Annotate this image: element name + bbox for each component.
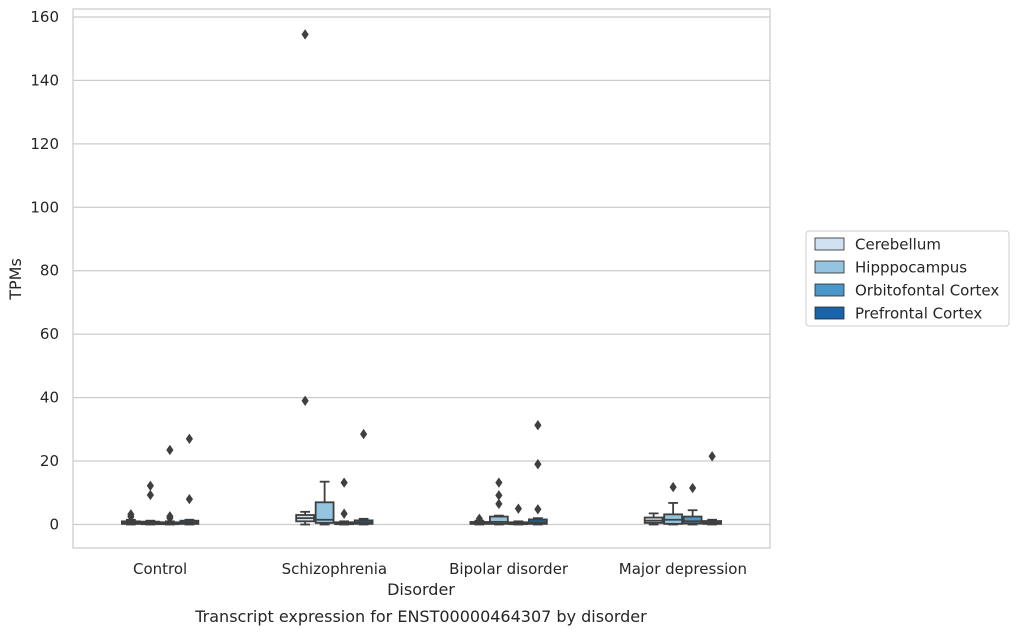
outlier-point — [185, 433, 193, 445]
y-tick-label: 60 — [40, 325, 59, 343]
x-axis-label: Disorder — [387, 580, 455, 599]
legend-swatch — [814, 306, 845, 320]
outlier-point — [708, 451, 716, 462]
legend: Cerebellum Hipppocampus Orbitofontal Corte… — [805, 230, 1010, 327]
box-hipppocampus — [663, 481, 683, 526]
box-body — [314, 501, 335, 524]
box-hipppocampus — [314, 480, 335, 526]
box-orbitofontal-cortex — [334, 477, 354, 526]
x-tick-label: Major depression — [619, 560, 747, 578]
legend-label: Hipppocampus — [855, 259, 967, 277]
outlier-point — [360, 428, 368, 440]
chart-title: Transcript expression for ENST0000046430… — [194, 607, 647, 626]
outlier-point — [340, 477, 348, 488]
box-hipppocampus — [489, 477, 509, 526]
x-tick-labels: Control Schizophrenia Bipolar disorder Majo… — [133, 560, 747, 578]
outlier-point — [166, 511, 174, 522]
x-tick-label: Bipolar disorder — [449, 560, 569, 578]
y-tick-label: 40 — [40, 389, 59, 407]
x-tick-label: Schizophrenia — [282, 560, 387, 578]
legend-label: Cerebellum — [855, 236, 941, 254]
box-prefrontal-cortex — [353, 428, 374, 526]
box-cerebellum — [469, 513, 490, 526]
y-tick-label: 80 — [40, 262, 59, 280]
grid-lines — [73, 16, 770, 526]
outlier-point — [689, 482, 697, 494]
legend-label: Prefrontal Cortex — [855, 305, 982, 323]
outlier-point — [146, 489, 154, 501]
box-orbitofontal-cortex — [508, 503, 529, 526]
outlier-point — [669, 481, 677, 493]
y-tick-label: 20 — [40, 452, 59, 470]
outlier-point — [166, 444, 174, 456]
box-cerebellum — [121, 509, 141, 526]
legend-frame — [805, 230, 1010, 327]
box-body — [489, 515, 509, 525]
outlier-point — [340, 508, 348, 519]
outlier-point — [495, 477, 503, 488]
box-body — [682, 515, 703, 525]
outlier-point — [514, 503, 522, 514]
y-axis-label: TPMs — [6, 258, 25, 301]
plot-area — [73, 9, 770, 548]
outlier-point — [495, 490, 503, 501]
y-tick-labels: 0 20 40 60 80 100 120 140 160 — [30, 8, 59, 534]
y-tick-label: 140 — [30, 71, 59, 89]
y-tick-label: 0 — [49, 516, 59, 534]
outlier-point — [495, 498, 503, 510]
outlier-point — [146, 480, 154, 491]
box-prefrontal-cortex — [528, 420, 548, 526]
legend-swatch — [814, 283, 845, 297]
box-cerebellum — [295, 29, 315, 526]
legend-label: Orbitofontal Cortex — [855, 282, 999, 300]
box-body — [528, 518, 548, 525]
outlier-point — [185, 493, 193, 505]
plot-frame — [72, 8, 771, 549]
outlier-point — [534, 504, 542, 515]
y-tick-label: 160 — [30, 8, 59, 26]
outlier-point — [127, 509, 135, 520]
outlier-point — [301, 29, 309, 40]
y-tick-label: 100 — [30, 198, 59, 216]
box-series — [121, 29, 722, 526]
box-prefrontal-cortex — [702, 451, 722, 526]
box-orbitofontal-cortex — [682, 482, 703, 526]
box-hipppocampus — [140, 480, 161, 526]
outlier-point — [534, 420, 542, 431]
box-prefrontal-cortex — [179, 433, 200, 526]
outlier-point — [534, 459, 542, 470]
legend-swatch — [814, 237, 845, 251]
box-cerebellum — [643, 512, 664, 526]
outlier-point — [475, 513, 483, 524]
box-orbitofontal-cortex — [160, 444, 180, 526]
legend-swatch — [814, 260, 845, 274]
y-tick-label: 120 — [30, 135, 59, 153]
x-tick-label: Control — [133, 560, 187, 578]
outlier-point — [301, 395, 309, 406]
